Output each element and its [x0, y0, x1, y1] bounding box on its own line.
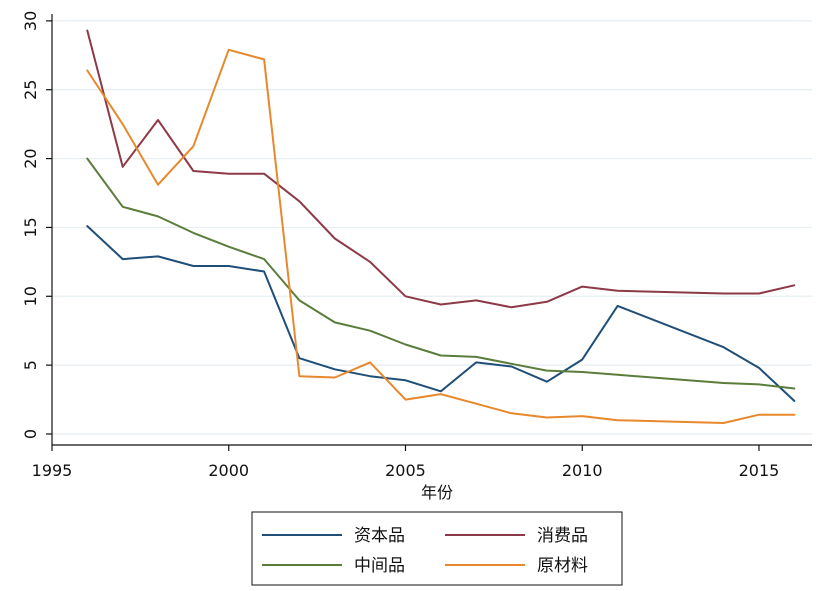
series-lines: [86, 29, 796, 424]
y-tick-label: 25: [21, 80, 40, 100]
legend-label: 资本品: [354, 526, 405, 546]
legend-box: [251, 511, 623, 586]
x-axis-title: 年份: [421, 483, 453, 502]
y-tick-label: 5: [21, 360, 40, 370]
series-line-资本品: [86, 225, 796, 402]
legend-label: 消费品: [537, 526, 588, 546]
y-tick-label: 10: [21, 286, 40, 306]
grid-lines: [52, 20, 812, 435]
legend-label: 中间品: [354, 556, 405, 576]
series-line-消费品: [86, 29, 796, 309]
legend-label: 原材料: [537, 556, 588, 576]
y-tick-label: 20: [21, 148, 40, 168]
x-tick-label: 2005: [385, 461, 426, 480]
x-tick-label: 2000: [208, 461, 249, 480]
y-tick-label: 15: [21, 217, 40, 237]
series-line-中间品: [86, 157, 796, 390]
series-line-原材料: [86, 48, 796, 424]
x-tick-label: 2015: [739, 461, 780, 480]
x-tick-label: 2010: [562, 461, 603, 480]
y-tick-label: 0: [21, 429, 40, 439]
y-axis: 0 5 10 15 20 25 30: [21, 11, 53, 445]
x-axis: 1995 2000 2005 2010 2015: [32, 444, 812, 480]
y-tick-label: 30: [21, 11, 40, 31]
x-tick-label: 1995: [32, 461, 73, 480]
